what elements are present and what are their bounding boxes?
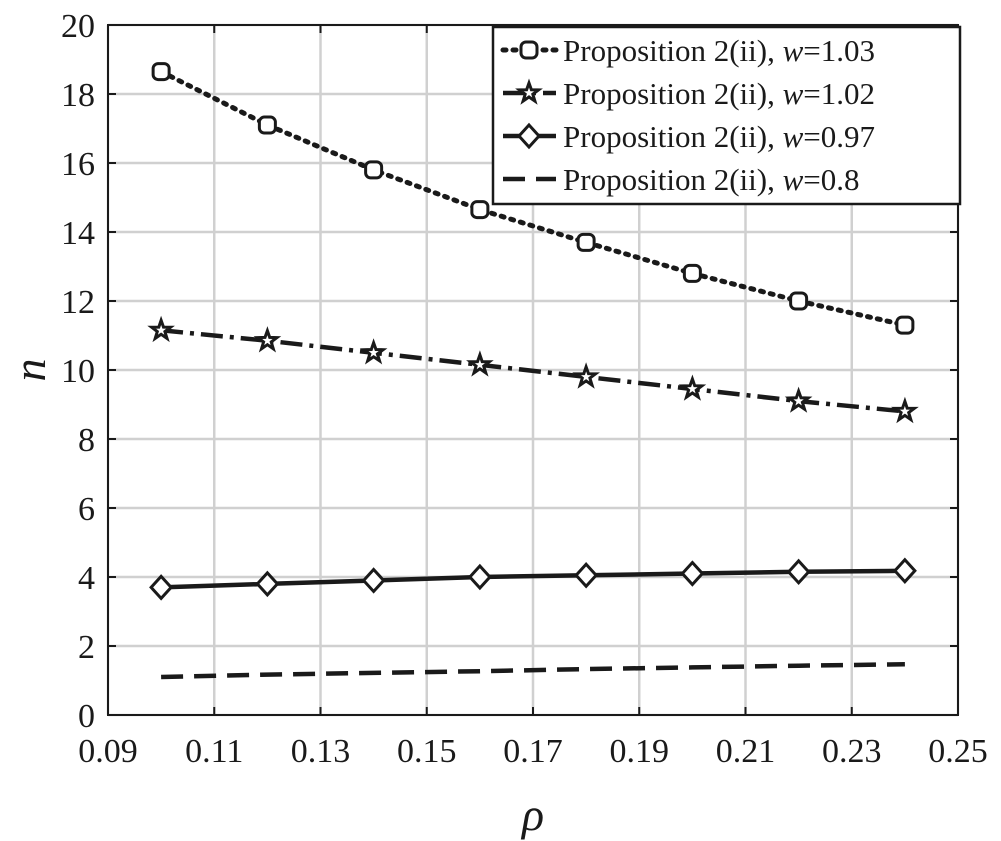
marker-star xyxy=(466,350,494,377)
legend-label: Proposition 2(ii), w=0.8 xyxy=(563,162,860,197)
marker-diamond xyxy=(892,557,917,585)
marker-circle xyxy=(895,315,915,335)
legend-label-prefix: Proposition 2(ii), xyxy=(563,33,783,68)
marker-diamond xyxy=(149,574,174,601)
x-tick-label: 0.23 xyxy=(822,733,882,770)
legend-box xyxy=(491,25,962,206)
x-tick-label: 0.25 xyxy=(928,733,988,770)
x-tick-label: 0.13 xyxy=(291,733,351,770)
y-tick-label: 8 xyxy=(78,422,95,459)
marker-diamond xyxy=(574,562,599,589)
y-tick-label: 2 xyxy=(78,629,95,666)
marker-star xyxy=(359,338,388,365)
x-tick-label: 0.09 xyxy=(78,733,138,770)
legend-label-value: =1.03 xyxy=(803,33,875,68)
series-group xyxy=(149,557,917,601)
marker-star xyxy=(572,362,600,389)
y-tick-label: 6 xyxy=(78,491,95,528)
x-axis-label: ρ xyxy=(520,789,544,840)
legend-label-prefix: Proposition 2(ii), xyxy=(563,162,783,197)
marker-circle xyxy=(257,115,277,135)
marker-diamond xyxy=(467,563,492,591)
marker-circle xyxy=(576,232,596,252)
marker-star xyxy=(891,396,919,424)
marker-star xyxy=(784,386,813,413)
x-tick-label: 0.19 xyxy=(610,733,670,770)
x-tick-label: 0.11 xyxy=(185,733,243,770)
legend-label-prefix: Proposition 2(ii), xyxy=(563,119,783,154)
series-group xyxy=(147,315,919,424)
legend-label-variable: w xyxy=(783,119,804,154)
marker-circle xyxy=(151,62,171,82)
marker-diamond xyxy=(680,560,705,587)
marker-circle xyxy=(364,160,384,180)
legend-label-value: =0.8 xyxy=(803,162,859,197)
series-lines xyxy=(147,62,919,680)
legend-label: Proposition 2(ii), w=1.03 xyxy=(563,33,875,68)
series-line xyxy=(161,568,905,590)
marker-diamond xyxy=(255,570,280,598)
marker-diamond xyxy=(786,558,811,586)
marker-circle xyxy=(682,263,702,283)
legend-label: Proposition 2(ii), w=1.02 xyxy=(563,76,875,111)
marker-circle xyxy=(519,40,539,60)
legend-label-variable: w xyxy=(783,76,804,111)
y-axis-label: n xyxy=(4,359,55,382)
y-tick-label: 4 xyxy=(78,560,95,597)
marker-star xyxy=(147,315,175,343)
legend-label: Proposition 2(ii), w=0.97 xyxy=(563,119,875,154)
marker-star xyxy=(678,374,707,401)
series-line xyxy=(161,662,905,680)
marker-star xyxy=(253,326,282,353)
legend-label-value: =0.97 xyxy=(803,119,875,154)
y-tick-label: 14 xyxy=(61,215,95,252)
y-tick-label: 18 xyxy=(61,77,95,114)
legend-label-variable: w xyxy=(783,33,804,68)
marker-star xyxy=(515,78,543,105)
marker-diamond xyxy=(361,567,386,594)
y-tick-label: 10 xyxy=(61,353,95,390)
series-line xyxy=(158,69,908,328)
marker-circle xyxy=(789,291,809,311)
series-group xyxy=(151,62,915,335)
legend-label-value: =1.02 xyxy=(803,76,875,111)
y-tick-label: 20 xyxy=(61,8,95,45)
y-tick-label: 12 xyxy=(61,284,95,321)
y-tick-label: 0 xyxy=(78,698,95,735)
x-tick-label: 0.17 xyxy=(503,733,563,770)
x-tick-label: 0.15 xyxy=(397,733,457,770)
y-tick-label: 16 xyxy=(61,146,95,183)
x-tick-label: 0.21 xyxy=(716,733,776,770)
marker-circle xyxy=(470,200,490,220)
legend-label-prefix: Proposition 2(ii), xyxy=(563,76,783,111)
axis-ticks: 0.09 0.11 0.13 0.15 0.17 0.19 0.21 0.23 0.25 0 2 4 6… xyxy=(61,8,988,770)
marker-diamond xyxy=(516,122,542,150)
legend-label-variable: w xyxy=(783,162,804,197)
series-group xyxy=(161,662,905,680)
series-line xyxy=(160,328,906,414)
